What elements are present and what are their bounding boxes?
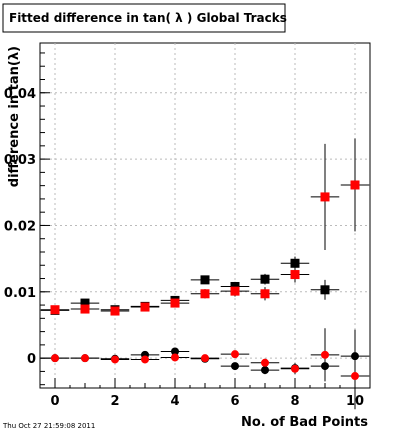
data-point-circle [351,372,359,381]
x-tick-label: 0 [50,394,59,409]
data-point-square [50,305,60,315]
grid [40,43,370,388]
data-point-circle [231,362,239,371]
data-point-square [320,285,330,295]
data-point-circle [81,354,89,363]
data-point-square [80,304,90,314]
data-point-square [200,275,210,285]
series-3 [40,328,370,410]
timestamp: Thu Oct 27 21:59:08 2011 [2,422,95,430]
data-point-circle [111,355,119,364]
data-point-circle [261,366,269,375]
data-point-square [80,298,90,308]
data-point-circle [141,355,149,364]
data-point-circle [51,354,59,363]
data-point-square [260,274,270,284]
data-point-square [170,298,180,308]
data-point-circle [171,353,179,362]
data-layer [40,138,370,410]
x-axis-label: No. of Bad Points [241,415,368,430]
x-tick-label: 4 [170,394,179,409]
data-point-circle [321,350,329,359]
data-point-square [110,306,120,316]
series-1 [40,138,370,316]
data-point-square [290,270,300,280]
y-tick-label: 0.01 [4,286,36,301]
title-box [2,3,286,33]
data-point-square [320,192,330,202]
y-tick-label: 0 [27,352,36,367]
data-point-circle [231,350,239,359]
data-point-circle [171,347,179,356]
data-point-circle [201,354,209,363]
data-point-square [350,180,360,190]
chart-title: Fitted difference in tan( λ ) Global Tra… [9,11,287,25]
data-point-circle [261,358,269,367]
plot-frame [39,42,371,389]
x-tick-label: 2 [110,394,119,409]
y-tick-label: 0.03 [4,153,36,168]
data-point-circle [291,364,299,373]
x-tick-label: 6 [230,394,239,409]
y-axis-label: difference in tan(λ) [7,46,22,187]
y-tick-label: 0.02 [4,219,36,234]
data-point-square [290,258,300,268]
y-tick-label: 0.04 [4,87,36,102]
x-tick-label: 8 [290,394,299,409]
data-point-square [260,289,270,299]
data-point-square [140,302,150,312]
data-point-square [230,286,240,296]
data-point-square [200,289,210,299]
